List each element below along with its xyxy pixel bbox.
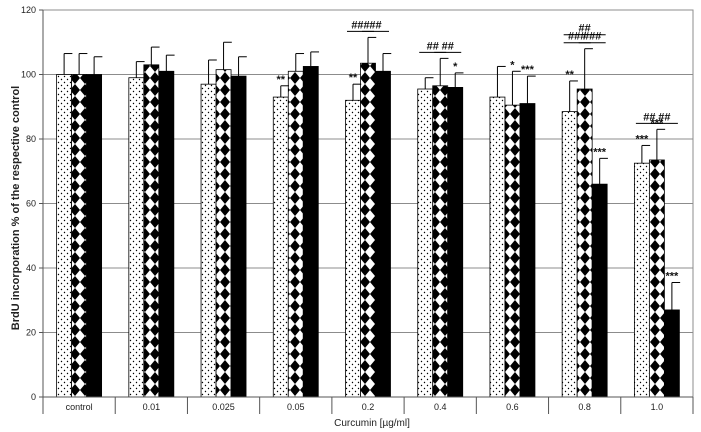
bracket-label: ## — [427, 40, 439, 52]
y-tick-label: 100 — [21, 70, 36, 80]
bracket-label: ## — [658, 111, 670, 123]
significance-label: ** — [349, 72, 358, 84]
bar — [375, 70, 391, 398]
bar — [272, 96, 289, 398]
bar — [158, 70, 175, 398]
bar — [128, 77, 145, 398]
y-tick-label: 60 — [26, 199, 36, 209]
bar — [230, 75, 247, 398]
bracket-label: ## — [442, 40, 454, 52]
x-tick-label: 0.025 — [212, 402, 235, 412]
y-tick-label: 40 — [26, 263, 36, 273]
significance-label: *** — [593, 146, 607, 158]
significance-label: ** — [276, 74, 285, 86]
bar — [447, 87, 464, 398]
bars — [56, 62, 680, 398]
bar — [56, 74, 73, 398]
x-axis-title: Curcumin [µg/ml] — [334, 418, 410, 429]
bracket-label: ## — [369, 19, 381, 31]
bar — [591, 183, 608, 398]
bar — [648, 159, 665, 398]
x-tick-label: 0.05 — [287, 402, 305, 412]
bar — [302, 66, 319, 398]
significance-label: *** — [665, 271, 679, 283]
bar — [143, 64, 160, 398]
bar — [86, 74, 103, 398]
y-tick-label: 0 — [31, 392, 36, 402]
y-tick-label: 120 — [21, 5, 36, 15]
bar — [663, 309, 680, 398]
significance-label: * — [453, 61, 458, 73]
significance-label: ** — [565, 69, 574, 81]
bar — [633, 162, 650, 398]
significance-label: *** — [635, 133, 649, 145]
significance-annotations: ** ** ********** *********### #### ##########… — [276, 19, 679, 282]
bar — [345, 99, 361, 398]
bar — [504, 104, 521, 398]
axes: 0 20 40 60 80 100 120 control 0.01 0.025 0.05 0.2 0.… — [21, 5, 694, 414]
bracket-label: ## — [643, 111, 655, 123]
x-tick-label: 0.6 — [506, 402, 519, 412]
bar — [417, 88, 434, 398]
x-tick-label: control — [66, 402, 93, 412]
bar — [360, 62, 376, 398]
x-tick-label: 0.8 — [578, 402, 591, 412]
bar — [200, 83, 217, 398]
bar — [215, 69, 232, 398]
x-tick-label: 1.0 — [651, 402, 664, 412]
bar — [576, 88, 593, 398]
bracket-label: ## — [579, 23, 591, 35]
bar — [71, 74, 88, 398]
significance-label: *** — [521, 64, 535, 76]
bracket-label: ### — [568, 31, 586, 43]
bar — [432, 85, 449, 398]
y-tick-label: 20 — [26, 328, 36, 338]
x-tick-label: 0.2 — [362, 402, 375, 412]
bar — [519, 103, 536, 398]
y-axis-title: BrdU incorporation % of the respective c… — [10, 86, 22, 330]
bracket-label: ### — [351, 19, 369, 31]
x-tick-label: 0.01 — [143, 402, 161, 412]
bar — [561, 111, 578, 398]
bar — [287, 70, 304, 398]
y-tick-label: 80 — [26, 134, 36, 144]
x-tick-label: 0.4 — [434, 402, 447, 412]
significance-label: * — [510, 59, 515, 71]
error-bars — [63, 36, 681, 310]
bar — [489, 96, 506, 398]
bracket-label: ### — [583, 31, 601, 43]
